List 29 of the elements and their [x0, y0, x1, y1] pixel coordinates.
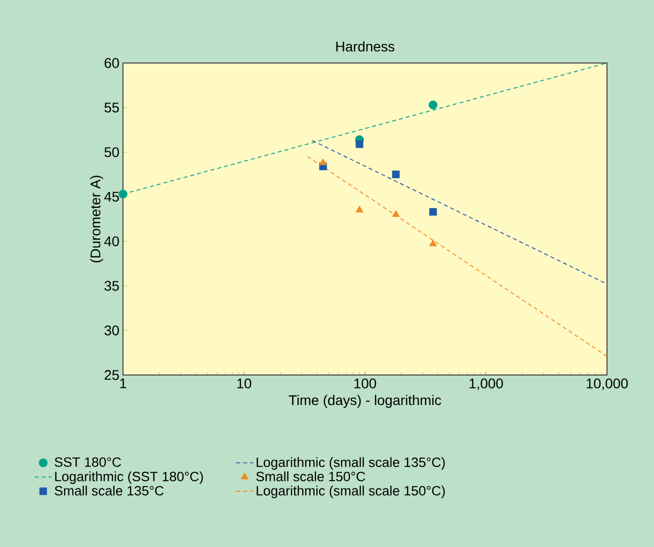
y-axis-title: (Durometer A) — [90, 176, 104, 262]
legend-label: SST 180°C — [54, 457, 122, 467]
x-axis-title: Time (days) - logarithmic — [288, 394, 442, 408]
chart-title: Hardness — [336, 41, 394, 52]
y-tick-label: 25 — [104, 370, 119, 380]
point — [319, 158, 327, 166]
y-tick-label: 55 — [104, 102, 119, 112]
legend-label: Logarithmic (small scale 150°C) — [256, 486, 445, 498]
point — [429, 240, 437, 246]
y-tick-label: 40 — [104, 236, 119, 246]
legend-label: Logarithmic (small scale 135°C) — [256, 457, 445, 470]
legend-label: Small scale 135°C — [54, 486, 164, 496]
y-tick-label: 45 — [104, 192, 119, 202]
point — [429, 208, 437, 216]
point — [392, 210, 400, 217]
legend-label: Logarithmic (SST 180°C) — [55, 471, 203, 484]
point — [356, 140, 364, 148]
legend-label: Small scale 150°C — [256, 471, 366, 482]
x-tick-label: 1 — [120, 378, 126, 388]
point — [392, 170, 400, 178]
x-tick-label: 10 — [237, 378, 252, 388]
y-tick-label: 30 — [104, 325, 119, 336]
x-tick-label: 10,000 — [586, 378, 628, 390]
y-tick-label: 50 — [104, 147, 119, 158]
y-tick-label: 35 — [104, 280, 119, 291]
y-tick-label: 60 — [104, 58, 119, 68]
x-tick-label: 1,000 — [470, 378, 503, 390]
point — [356, 206, 364, 212]
x-tick-label: 100 — [354, 378, 376, 388]
